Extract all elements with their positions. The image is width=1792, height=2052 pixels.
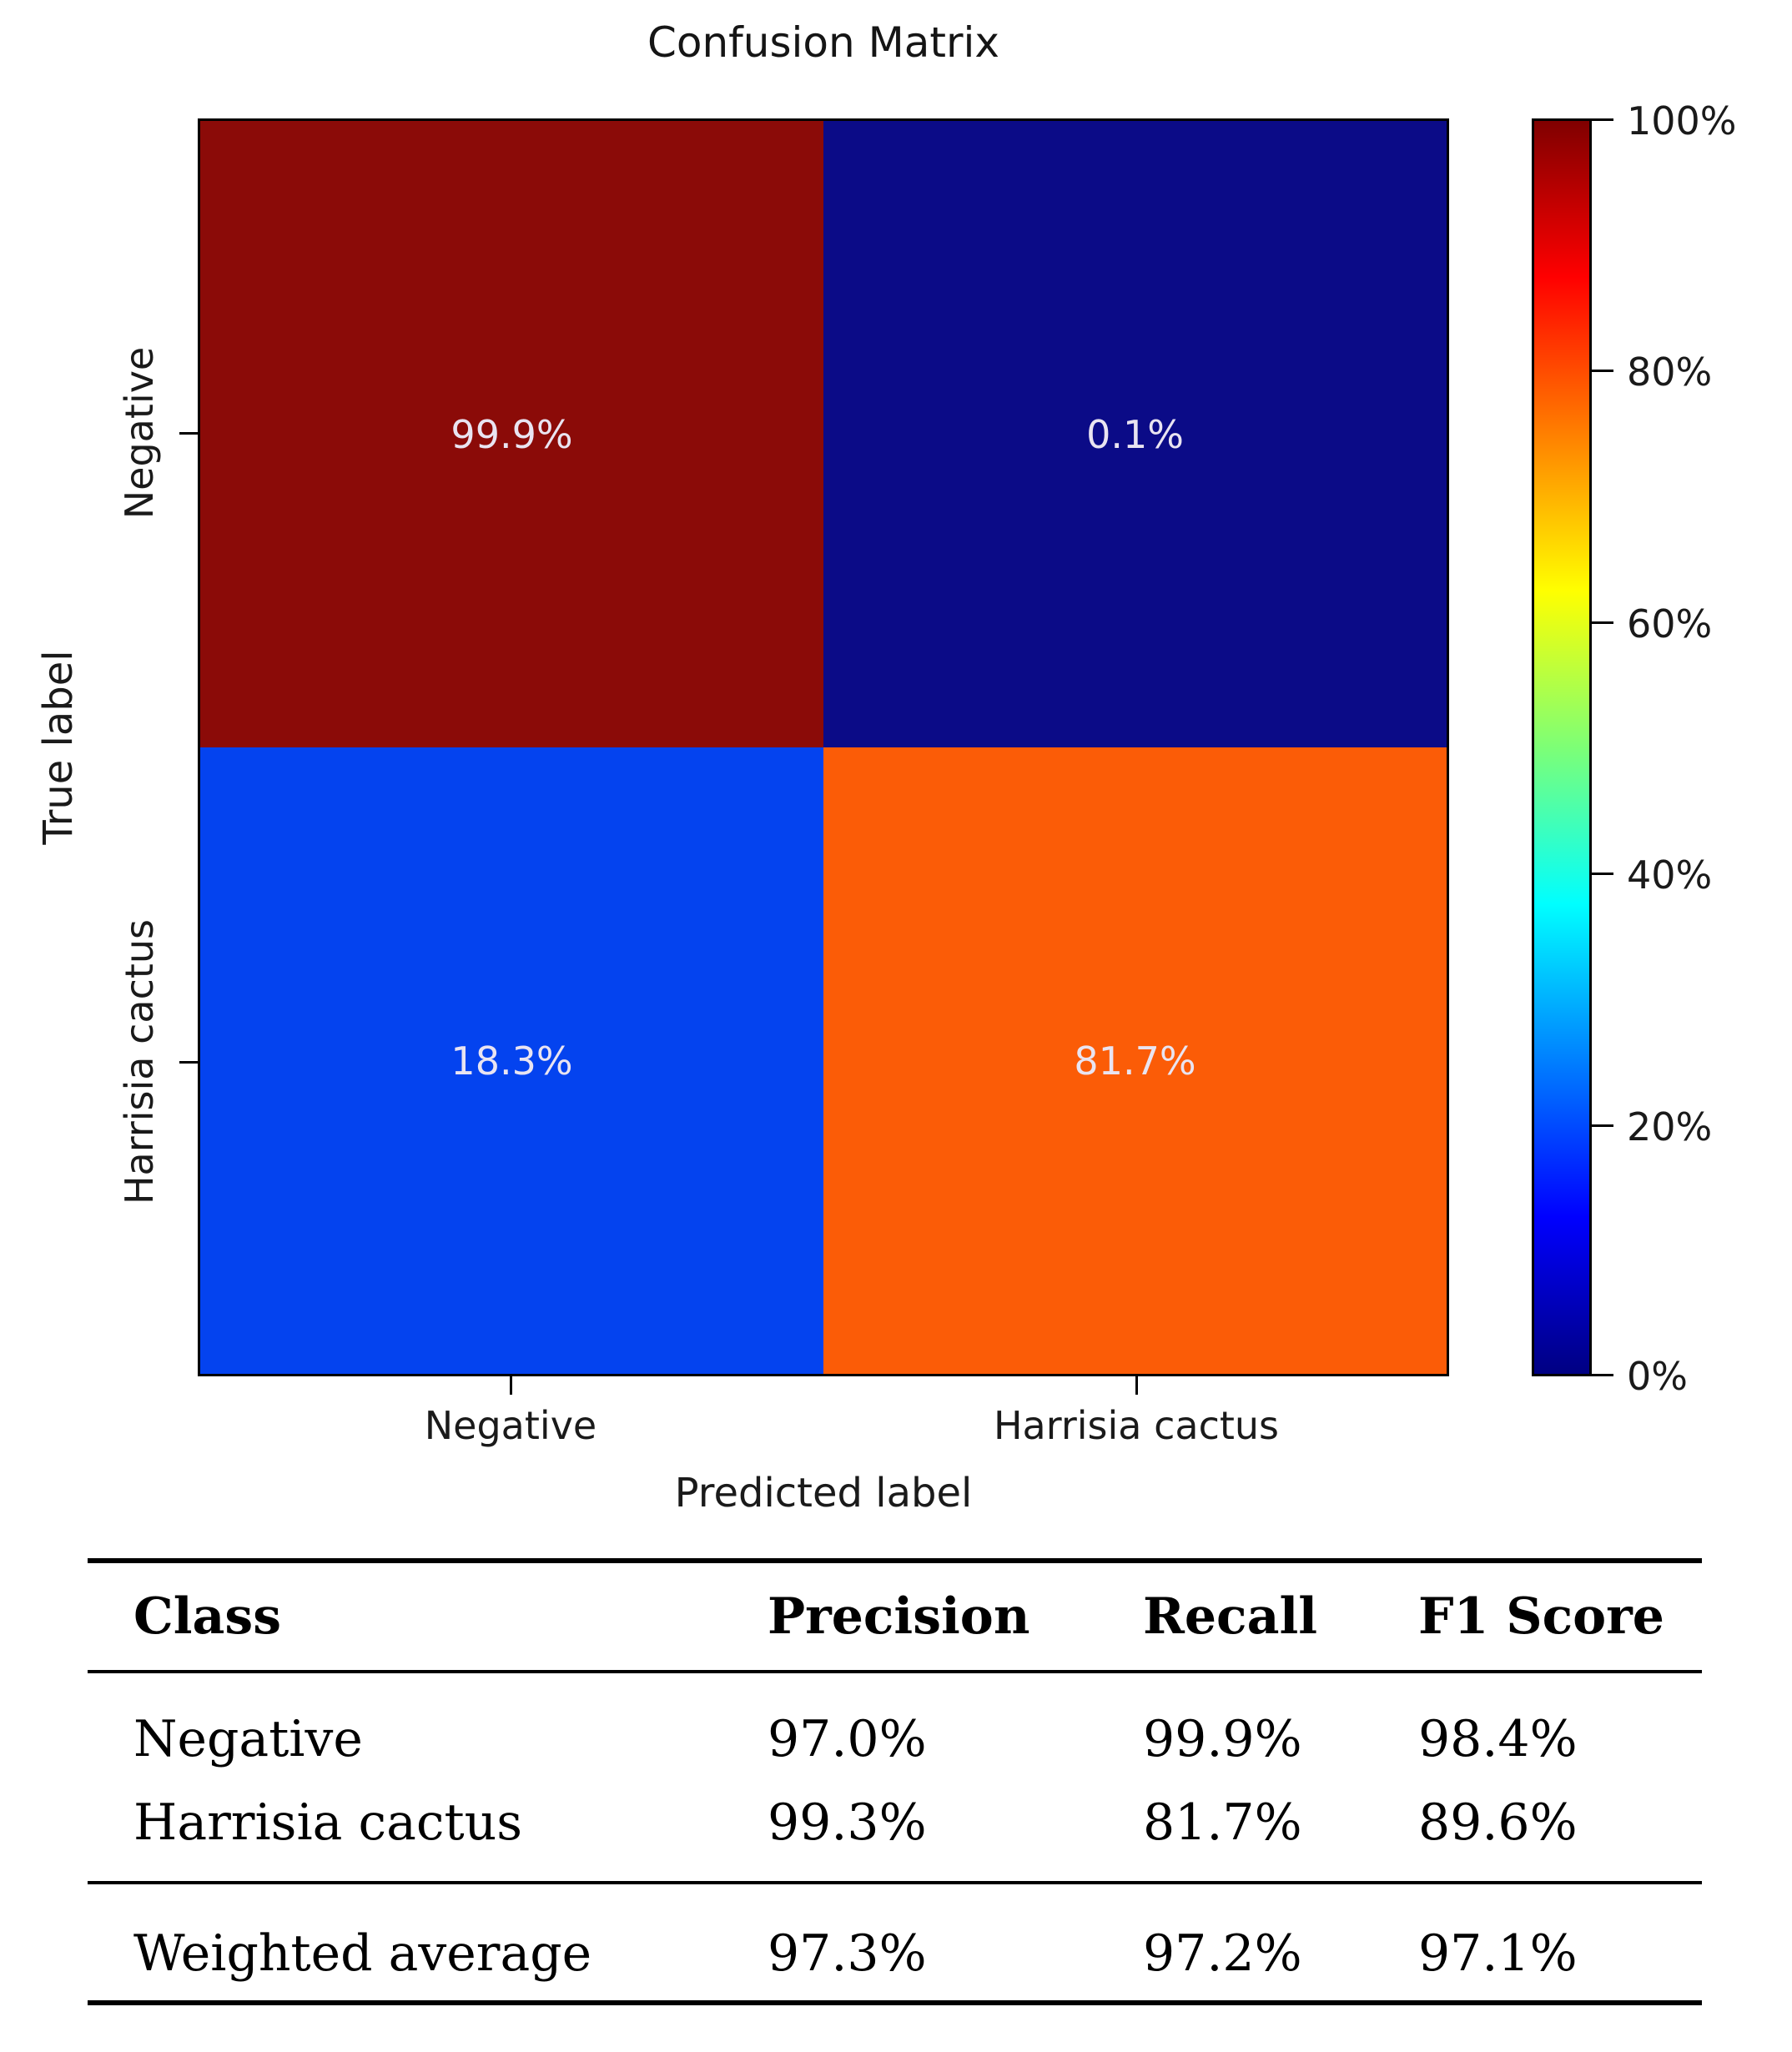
- header-recall: Recall: [1143, 1587, 1318, 1646]
- table-header-row: Class Precision Recall F1 Score: [88, 1583, 1702, 1650]
- colorbar-tick-80: [1592, 370, 1613, 372]
- colorbar-jet: [1532, 118, 1592, 1376]
- y-tick-label-harrisia: Harrisia cactus: [117, 918, 162, 1205]
- header-precision: Precision: [768, 1587, 1030, 1646]
- table-row-weighted-average: Weighted average 97.3% 97.2% 97.1%: [88, 1920, 1702, 1987]
- colorbar-label-40: 40%: [1627, 852, 1713, 898]
- colorbar-label-100: 100%: [1627, 98, 1737, 143]
- y-axis-label: True label: [35, 650, 82, 845]
- colorbar-label-20: 20%: [1627, 1104, 1713, 1149]
- matrix-cell-false-negative: 18.3%: [200, 747, 823, 1374]
- colorbar-label-0: 0%: [1627, 1354, 1688, 1399]
- matrix-cell-true-positive: 81.7%: [823, 747, 1447, 1374]
- row-precision: 97.0%: [768, 1710, 927, 1768]
- x-axis-label: Predicted label: [674, 1470, 973, 1516]
- table-rule-before-summary: [88, 1881, 1702, 1884]
- x-tick-mark-negative: [510, 1376, 512, 1395]
- table-row-negative: Negative 97.0% 99.9% 98.4%: [88, 1706, 1702, 1773]
- colorbar-tick-60: [1592, 621, 1613, 624]
- colorbar-tick-40: [1592, 873, 1613, 875]
- row-recall: 81.7%: [1143, 1793, 1302, 1852]
- colorbar-tick-0: [1592, 1374, 1613, 1376]
- row-class: Harrisia cactus: [133, 1793, 522, 1852]
- colorbar-tick-20: [1592, 1124, 1613, 1127]
- y-tick-label-negative: Negative: [117, 346, 162, 520]
- row-class: Negative: [133, 1710, 363, 1768]
- x-tick-label-negative: Negative: [424, 1403, 597, 1448]
- y-tick-mark-negative: [179, 432, 198, 435]
- chart-title: Confusion Matrix: [647, 18, 1000, 67]
- metrics-table: Class Precision Recall F1 Score Negative…: [88, 1535, 1702, 2027]
- matrix-cell-false-positive: 0.1%: [823, 121, 1447, 747]
- row-f1-score: 89.6%: [1418, 1793, 1578, 1852]
- table-rule-bottom: [88, 2000, 1702, 2005]
- row-precision: 97.3%: [768, 1924, 927, 1983]
- confusion-matrix-heatmap: 99.9% 0.1% 18.3% 81.7%: [198, 118, 1449, 1376]
- colorbar-tick-100: [1592, 118, 1613, 121]
- x-tick-mark-harrisia: [1135, 1376, 1138, 1395]
- x-tick-label-harrisia: Harrisia cactus: [993, 1403, 1280, 1448]
- row-recall: 99.9%: [1143, 1710, 1302, 1768]
- table-row-harrisia-cactus: Harrisia cactus 99.3% 81.7% 89.6%: [88, 1789, 1702, 1856]
- y-tick-mark-harrisia: [179, 1061, 198, 1064]
- colorbar-label-60: 60%: [1627, 601, 1713, 646]
- row-class: Weighted average: [133, 1924, 592, 1983]
- row-precision: 99.3%: [768, 1793, 927, 1852]
- matrix-cell-true-negative: 99.9%: [200, 121, 823, 747]
- row-recall: 97.2%: [1143, 1924, 1302, 1983]
- row-f1-score: 97.1%: [1418, 1924, 1578, 1983]
- header-class: Class: [133, 1587, 281, 1646]
- header-f1-score: F1 Score: [1418, 1587, 1664, 1646]
- table-rule-after-header: [88, 1670, 1702, 1673]
- table-rule-top: [88, 1558, 1702, 1563]
- colorbar-label-80: 80%: [1627, 350, 1713, 395]
- row-f1-score: 98.4%: [1418, 1710, 1578, 1768]
